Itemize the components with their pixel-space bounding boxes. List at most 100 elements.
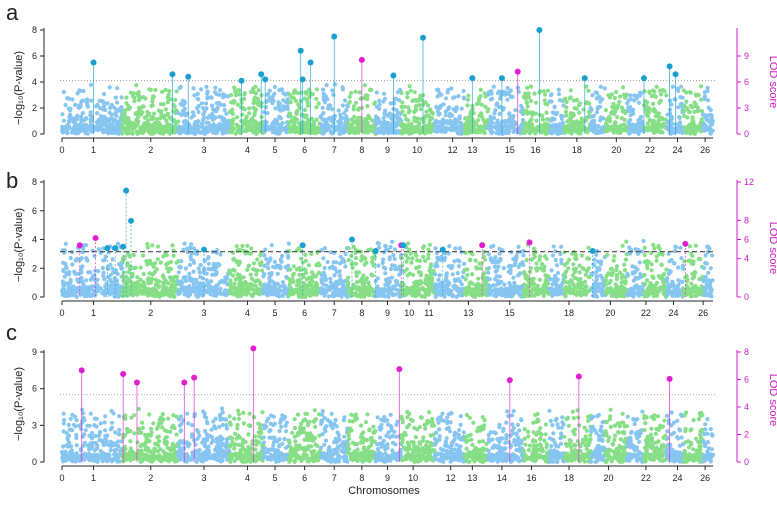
snp-point	[110, 122, 114, 126]
snp-point	[205, 90, 209, 94]
snp-point	[146, 276, 150, 280]
snp-point	[489, 131, 493, 135]
snp-point	[516, 245, 520, 249]
snp-point	[395, 279, 399, 283]
snp-point	[189, 242, 193, 246]
snp-point	[426, 126, 430, 130]
snp-point	[69, 107, 73, 111]
snp-point	[86, 270, 90, 274]
snp-point	[277, 132, 281, 136]
snp-point	[456, 271, 460, 275]
snp-point	[139, 266, 143, 270]
snp-point	[121, 121, 125, 125]
snp-point	[122, 271, 126, 275]
snp-point	[336, 120, 340, 124]
snp-point	[428, 280, 432, 284]
snp-point	[554, 283, 558, 287]
snp-point	[693, 110, 697, 114]
snp-point	[627, 98, 631, 102]
snp-point	[595, 91, 599, 95]
snp-point	[321, 111, 325, 115]
snp-point	[366, 94, 370, 98]
snp-point	[208, 286, 212, 290]
snp-point	[492, 85, 496, 89]
snp-point	[371, 261, 375, 265]
snp-point	[423, 259, 427, 263]
snp-point	[262, 272, 266, 276]
snp-point	[259, 250, 263, 254]
snp-point	[434, 105, 438, 109]
snp-point	[176, 119, 180, 123]
snp-point	[343, 264, 347, 268]
snp-point	[151, 116, 155, 120]
gwas-peak-point	[91, 60, 97, 66]
snp-point	[131, 127, 135, 131]
snp-point	[115, 130, 119, 134]
snp-point	[207, 262, 211, 266]
snp-point	[513, 108, 517, 112]
snp-point	[181, 103, 185, 107]
snp-point	[678, 95, 682, 99]
snp-point	[314, 97, 318, 101]
snp-point	[465, 273, 469, 277]
snp-point	[143, 125, 147, 129]
snp-point	[676, 105, 680, 109]
snp-point	[376, 241, 380, 245]
snp-point	[387, 121, 391, 125]
snp-point	[533, 111, 537, 115]
snp-point	[528, 270, 532, 274]
x-tick-label: 22	[645, 145, 655, 155]
snp-cloud	[60, 82, 715, 136]
snp-point	[332, 260, 336, 264]
snp-point	[308, 124, 312, 128]
snp-point	[396, 129, 400, 133]
snp-point	[201, 118, 205, 122]
snp-point	[259, 121, 263, 125]
snp-point	[614, 121, 618, 125]
snp-point	[232, 282, 236, 286]
snp-point	[203, 283, 207, 287]
snp-point	[414, 254, 418, 258]
snp-point	[183, 292, 187, 296]
snp-point	[235, 259, 239, 263]
snp-point	[61, 293, 65, 297]
snp-point	[400, 100, 404, 104]
snp-point	[219, 103, 223, 107]
snp-point	[544, 111, 548, 115]
snp-point	[573, 106, 577, 110]
snp-point	[407, 110, 411, 114]
snp-point	[492, 258, 496, 262]
snp-point	[469, 250, 473, 254]
snp-point	[560, 117, 564, 121]
snp-point	[188, 246, 192, 250]
snp-point	[442, 121, 446, 125]
panel-letter-c: c	[6, 320, 17, 345]
x-tick-label: 13	[467, 145, 477, 155]
snp-point	[327, 294, 331, 298]
snp-point	[303, 253, 307, 257]
snp-point	[413, 126, 417, 130]
snp-point	[523, 131, 527, 135]
snp-point	[505, 98, 509, 102]
snp-point	[577, 111, 581, 115]
snp-point	[110, 267, 114, 271]
snp-point	[131, 132, 135, 136]
snp-point	[293, 116, 297, 120]
snp-point	[532, 92, 536, 96]
snp-point	[525, 86, 529, 90]
snp-point	[130, 274, 134, 278]
snp-point	[346, 104, 350, 108]
snp-point	[701, 127, 705, 131]
snp-point	[188, 288, 192, 292]
snp-point	[137, 94, 141, 98]
gwas-peak-point	[262, 76, 268, 82]
snp-point	[374, 293, 378, 297]
snp-point	[269, 256, 273, 260]
snp-point	[387, 130, 391, 134]
snp-point	[496, 265, 500, 269]
snp-point	[355, 280, 359, 284]
snp-point	[519, 125, 523, 129]
y-tick-label: 2	[32, 263, 37, 273]
snp-point	[204, 85, 208, 89]
